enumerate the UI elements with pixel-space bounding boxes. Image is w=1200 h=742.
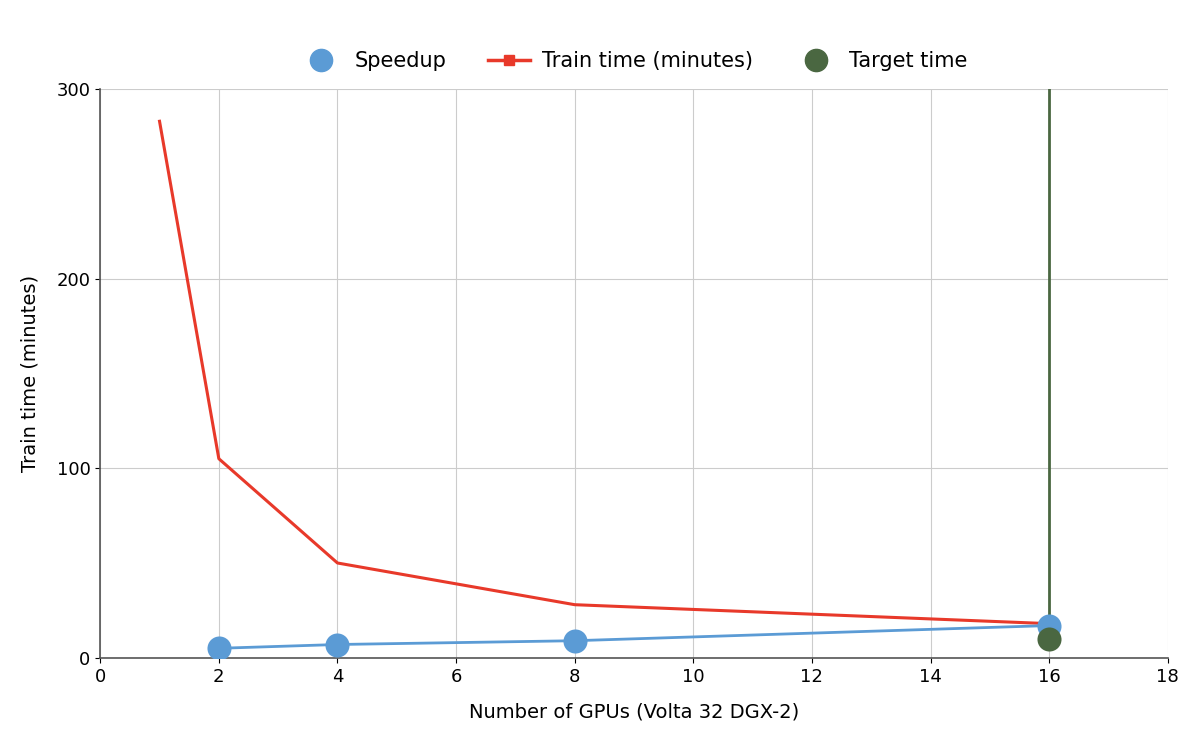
Point bbox=[565, 634, 584, 646]
Point bbox=[328, 639, 347, 651]
Point bbox=[1039, 620, 1058, 631]
X-axis label: Number of GPUs (Volta 32 DGX-2): Number of GPUs (Volta 32 DGX-2) bbox=[469, 702, 799, 721]
Point bbox=[1039, 633, 1058, 645]
Legend: Speedup, Train time (minutes), Target time: Speedup, Train time (minutes), Target ti… bbox=[292, 42, 976, 79]
Point bbox=[209, 643, 228, 654]
Y-axis label: Train time (minutes): Train time (minutes) bbox=[20, 275, 40, 472]
